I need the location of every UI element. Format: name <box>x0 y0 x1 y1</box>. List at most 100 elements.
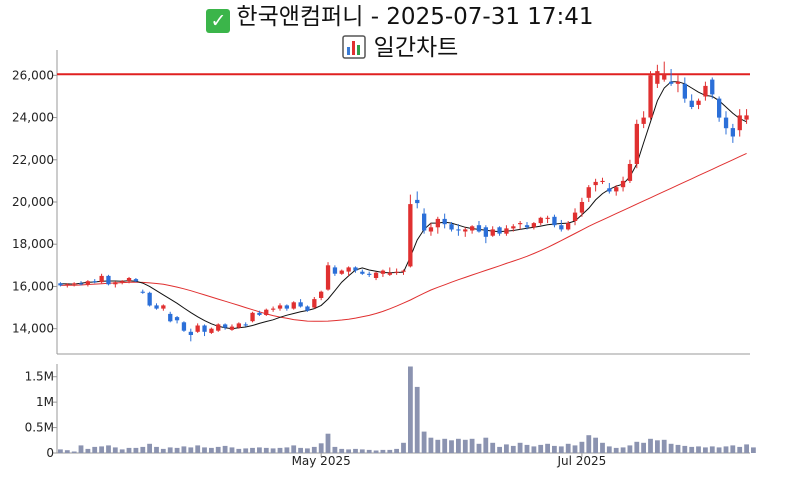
candle-body <box>456 229 461 231</box>
candle-body <box>634 123 639 164</box>
candle-body <box>744 115 749 120</box>
price-y-tick-label: 16,000 <box>12 279 54 293</box>
volume-bar <box>78 445 84 453</box>
candle-body <box>401 270 406 272</box>
candle-body <box>387 272 392 275</box>
candle-body <box>188 331 193 335</box>
candle-body <box>655 71 660 84</box>
candle-body <box>284 305 289 309</box>
volume-bar <box>366 449 372 453</box>
candle-body <box>524 225 530 228</box>
candle-body <box>518 223 523 225</box>
candle-body <box>470 226 475 231</box>
volume-bar <box>133 447 139 453</box>
candle-body <box>154 305 159 309</box>
candle-body <box>552 216 557 226</box>
volume-bar <box>92 446 98 453</box>
price-y-tick-label: 18,000 <box>12 237 54 251</box>
candle-body <box>113 282 118 285</box>
volume-bar <box>504 444 509 453</box>
chart-subtitle-text: 일간차트 <box>373 35 459 61</box>
candle-body <box>442 218 447 225</box>
candle-body <box>497 227 502 234</box>
chart-subtitle: 일간차트 <box>0 33 800 63</box>
candle-body <box>463 229 468 232</box>
candle-body <box>586 187 591 198</box>
candle-body <box>415 199 420 204</box>
chart-title: ✓ 한국앤컴퍼니 - 2025-07-31 17:41 <box>0 2 800 33</box>
volume-bar <box>154 446 159 453</box>
candle-body <box>236 323 241 328</box>
candle-body <box>662 74 667 80</box>
volume-bar <box>332 446 338 453</box>
volume-bar <box>421 431 427 453</box>
candle-body <box>723 117 729 129</box>
volume-bar <box>147 443 152 453</box>
candle-body <box>174 317 180 321</box>
candle-body <box>223 324 228 328</box>
volume-bar <box>318 443 324 453</box>
volume-bar <box>387 449 393 453</box>
volume-bar <box>579 441 585 453</box>
volume-bar <box>346 449 351 453</box>
volume-bar <box>696 446 701 453</box>
candle-body <box>250 312 255 322</box>
volume-bar <box>257 447 262 453</box>
volume-bar <box>311 446 317 453</box>
candle-body <box>703 85 708 97</box>
candle-body <box>531 223 536 228</box>
candle-body <box>209 328 214 333</box>
candle-body <box>504 228 509 234</box>
candle-body <box>264 309 269 315</box>
candle-body <box>682 83 687 99</box>
candle-body <box>319 291 324 298</box>
candle-body <box>669 81 674 84</box>
candle-body <box>689 100 694 107</box>
volume-bar <box>723 446 729 453</box>
candle-body <box>85 281 90 285</box>
volume-bar <box>661 439 667 453</box>
candle-body <box>243 324 248 326</box>
volume-bar <box>71 451 77 453</box>
candle-body <box>277 305 283 309</box>
volume-bar <box>545 443 550 453</box>
volume-bar <box>263 447 269 453</box>
volume-bar <box>160 448 166 453</box>
volume-bar <box>428 437 434 453</box>
volume-bar <box>85 448 91 453</box>
volume-bar <box>58 449 63 453</box>
candle-body <box>216 324 221 331</box>
candle-body <box>346 267 351 272</box>
volume-bar <box>284 447 290 453</box>
volume-bar <box>64 450 70 453</box>
volume-bar <box>394 448 399 453</box>
volume-bar <box>277 447 283 453</box>
candle-body <box>312 299 317 308</box>
candle-body <box>607 188 612 192</box>
candle-body <box>545 217 550 219</box>
candle-body <box>305 306 310 311</box>
candle-body <box>710 79 715 95</box>
price-y-tick-label: 22,000 <box>12 153 54 167</box>
volume-bar <box>215 446 221 453</box>
volume-bar <box>270 448 276 453</box>
volume-bar <box>483 437 489 453</box>
volume-bar <box>689 446 695 453</box>
volume-bar <box>565 443 571 453</box>
check-mark-icon: ✓ <box>206 9 231 33</box>
candle-body <box>126 278 132 282</box>
volume-bar <box>469 438 475 453</box>
candle-body <box>181 322 187 331</box>
candle-body <box>641 117 646 124</box>
price-y-tick-label: 24,000 <box>12 111 54 125</box>
candle-body <box>161 305 166 309</box>
candle-body <box>648 75 653 118</box>
candle-body <box>202 325 207 332</box>
volume-bar <box>634 441 640 453</box>
candle-body <box>339 270 344 274</box>
candle-body <box>195 325 200 332</box>
candle-body <box>696 100 701 105</box>
volume-bar <box>373 450 379 453</box>
candle-body <box>490 229 495 236</box>
candle-body <box>394 271 399 273</box>
